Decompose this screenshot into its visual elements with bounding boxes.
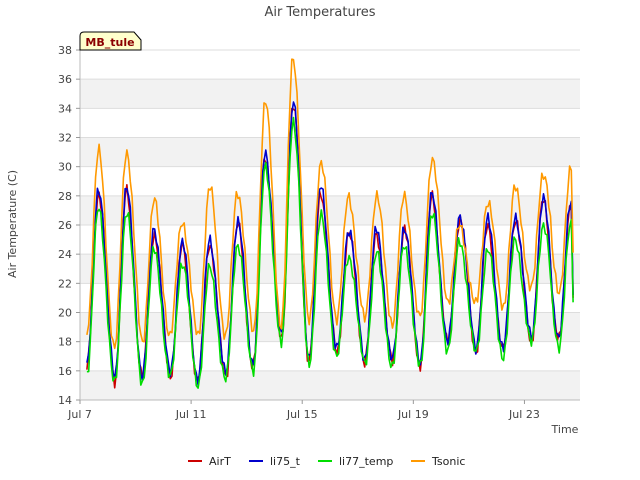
x-axis-label: Time — [551, 423, 579, 436]
legend-item-li77-temp: li77_temp — [318, 455, 393, 468]
x-tick-label: Jul 15 — [286, 408, 318, 421]
site-tag-box — [79, 31, 142, 51]
grid-band — [80, 137, 580, 167]
y-tick-label: 34 — [58, 102, 72, 115]
y-tick-label: 38 — [58, 44, 72, 57]
grid-band — [80, 370, 580, 400]
x-tick-label: Jul 19 — [397, 408, 429, 421]
y-axis-label: Air Temperature (C) — [6, 170, 19, 278]
x-tick-label: Jul 11 — [175, 408, 207, 421]
chart-title: Air Temperatures — [264, 5, 375, 20]
y-tick-label: 26 — [58, 219, 72, 232]
y-tick-label: 24 — [58, 248, 72, 261]
legend-label: AirT — [209, 455, 231, 468]
x-tick-label: Jul 23 — [508, 408, 540, 421]
y-tick-label: 20 — [58, 307, 72, 320]
legend-label: Tsonic — [431, 455, 465, 468]
y-tick-label: 28 — [58, 190, 72, 203]
x-tick-label: Jul 7 — [67, 408, 92, 421]
legend-label: li75_t — [270, 455, 301, 468]
y-tick-label: 30 — [58, 161, 72, 174]
series-line-tsonic — [86, 58, 574, 350]
y-tick-label: 16 — [58, 365, 72, 378]
y-tick-label: 32 — [58, 132, 72, 145]
legend-label: li77_temp — [339, 455, 393, 468]
legend-item-tsonic: Tsonic — [411, 455, 465, 468]
site-tag: MB_tule — [79, 31, 142, 51]
axes: 14 16 18 20 22 24 26 28 30 32 34 36 38 Jul 7 Jul 11 Jul… — [58, 44, 580, 421]
series-layer — [86, 58, 574, 389]
legend-item-airt: AirT — [188, 455, 231, 468]
y-tick-label: 22 — [58, 277, 72, 290]
y-tick-label: 14 — [58, 394, 72, 407]
grid-band — [80, 79, 580, 109]
series-line-li75-t — [86, 101, 574, 387]
y-tick-label: 36 — [58, 73, 72, 86]
series-line-li77-temp — [86, 116, 574, 389]
site-tag-label: MB_tule — [85, 36, 134, 49]
grid-band — [80, 195, 580, 225]
legend-item-li75-t: li75_t — [249, 455, 301, 468]
legend: AirT li75_t li77_temp Tsonic — [188, 455, 465, 468]
y-tick-label: 18 — [58, 336, 72, 349]
